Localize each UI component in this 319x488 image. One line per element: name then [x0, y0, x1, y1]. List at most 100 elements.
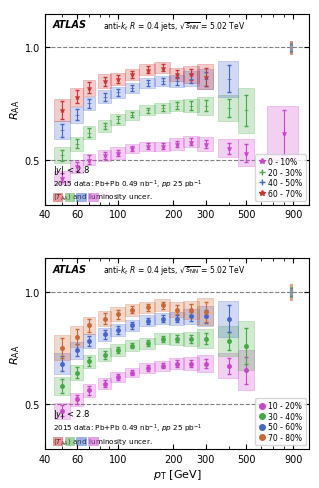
FancyBboxPatch shape — [169, 68, 184, 82]
FancyBboxPatch shape — [54, 171, 70, 185]
FancyBboxPatch shape — [125, 341, 139, 351]
FancyBboxPatch shape — [169, 101, 184, 112]
FancyBboxPatch shape — [110, 308, 125, 321]
FancyBboxPatch shape — [139, 106, 155, 116]
FancyBboxPatch shape — [238, 89, 254, 133]
FancyBboxPatch shape — [125, 320, 139, 331]
FancyBboxPatch shape — [98, 328, 111, 342]
FancyBboxPatch shape — [70, 108, 84, 123]
FancyBboxPatch shape — [139, 65, 155, 76]
FancyBboxPatch shape — [290, 44, 292, 53]
FancyBboxPatch shape — [54, 377, 70, 395]
FancyBboxPatch shape — [84, 155, 95, 166]
FancyBboxPatch shape — [197, 138, 213, 151]
FancyBboxPatch shape — [84, 385, 95, 397]
FancyBboxPatch shape — [169, 358, 184, 369]
FancyBboxPatch shape — [197, 65, 213, 90]
FancyBboxPatch shape — [139, 79, 155, 89]
FancyBboxPatch shape — [238, 350, 254, 391]
FancyBboxPatch shape — [84, 334, 95, 349]
FancyBboxPatch shape — [183, 100, 199, 113]
FancyBboxPatch shape — [54, 403, 70, 419]
FancyBboxPatch shape — [183, 301, 199, 319]
FancyBboxPatch shape — [70, 89, 84, 106]
FancyBboxPatch shape — [84, 355, 95, 368]
FancyBboxPatch shape — [54, 148, 70, 163]
FancyBboxPatch shape — [154, 334, 170, 345]
FancyBboxPatch shape — [54, 100, 70, 122]
FancyBboxPatch shape — [290, 289, 292, 295]
FancyBboxPatch shape — [197, 356, 213, 372]
FancyBboxPatch shape — [197, 330, 213, 348]
FancyBboxPatch shape — [70, 342, 84, 359]
FancyBboxPatch shape — [290, 287, 292, 297]
FancyBboxPatch shape — [197, 98, 213, 116]
FancyBboxPatch shape — [218, 140, 238, 158]
FancyBboxPatch shape — [110, 87, 125, 99]
FancyBboxPatch shape — [154, 313, 170, 325]
FancyBboxPatch shape — [169, 333, 184, 345]
FancyBboxPatch shape — [218, 301, 238, 337]
FancyBboxPatch shape — [54, 336, 70, 361]
FancyBboxPatch shape — [98, 150, 111, 162]
FancyBboxPatch shape — [183, 358, 199, 370]
Legend: 10 - 20%, 30 - 40%, 50 - 60%, 70 - 80%: 10 - 20%, 30 - 40%, 50 - 60%, 70 - 80% — [256, 399, 306, 445]
FancyBboxPatch shape — [139, 338, 155, 349]
FancyBboxPatch shape — [139, 316, 155, 327]
FancyBboxPatch shape — [290, 284, 292, 300]
FancyBboxPatch shape — [267, 106, 298, 161]
FancyBboxPatch shape — [70, 161, 84, 174]
FancyBboxPatch shape — [110, 345, 125, 356]
FancyBboxPatch shape — [70, 138, 84, 151]
FancyBboxPatch shape — [290, 288, 292, 296]
FancyBboxPatch shape — [70, 327, 84, 347]
FancyBboxPatch shape — [98, 75, 111, 89]
FancyBboxPatch shape — [238, 321, 254, 370]
FancyBboxPatch shape — [139, 364, 155, 373]
FancyBboxPatch shape — [125, 111, 139, 121]
FancyBboxPatch shape — [98, 378, 111, 389]
FancyBboxPatch shape — [169, 139, 184, 150]
FancyBboxPatch shape — [125, 304, 139, 316]
FancyBboxPatch shape — [53, 438, 62, 445]
FancyBboxPatch shape — [125, 144, 139, 154]
FancyBboxPatch shape — [125, 83, 139, 94]
Text: $|y|$ < 2.8: $|y|$ < 2.8 — [53, 407, 90, 420]
FancyBboxPatch shape — [70, 393, 84, 407]
FancyBboxPatch shape — [84, 317, 95, 334]
FancyBboxPatch shape — [84, 81, 95, 97]
FancyBboxPatch shape — [154, 300, 170, 311]
FancyBboxPatch shape — [139, 142, 155, 151]
FancyBboxPatch shape — [197, 70, 213, 90]
Text: $\langle T_{\rm AA}\rangle$ and luminosity uncer.: $\langle T_{\rm AA}\rangle$ and luminosi… — [53, 436, 152, 447]
FancyBboxPatch shape — [290, 45, 292, 52]
Text: $|y|$ < 2.8: $|y|$ < 2.8 — [53, 163, 90, 176]
FancyBboxPatch shape — [183, 309, 199, 324]
Text: $\langle T_{\rm AA}\rangle$ and luminosity uncer.: $\langle T_{\rm AA}\rangle$ and luminosi… — [53, 192, 152, 203]
Text: ATLAS: ATLAS — [53, 20, 86, 30]
FancyBboxPatch shape — [98, 91, 111, 104]
FancyBboxPatch shape — [64, 438, 74, 445]
FancyBboxPatch shape — [154, 77, 170, 87]
FancyBboxPatch shape — [197, 306, 213, 327]
FancyBboxPatch shape — [154, 104, 170, 114]
FancyBboxPatch shape — [88, 194, 98, 202]
FancyBboxPatch shape — [290, 41, 292, 55]
Text: anti-$k_t$ $R$ = 0.4 jets, $\sqrt{s_{\rm NN}}$ = 5.02 TeV: anti-$k_t$ $R$ = 0.4 jets, $\sqrt{s_{\rm… — [103, 20, 245, 34]
FancyBboxPatch shape — [183, 72, 199, 87]
FancyBboxPatch shape — [197, 299, 213, 325]
FancyBboxPatch shape — [110, 148, 125, 159]
X-axis label: $p_{\rm T}$ [GeV]: $p_{\rm T}$ [GeV] — [153, 467, 201, 481]
FancyBboxPatch shape — [154, 63, 170, 74]
FancyBboxPatch shape — [139, 302, 155, 314]
FancyBboxPatch shape — [54, 354, 70, 374]
Text: ATLAS: ATLAS — [53, 264, 86, 274]
FancyBboxPatch shape — [84, 98, 95, 111]
FancyBboxPatch shape — [125, 70, 139, 81]
FancyBboxPatch shape — [238, 140, 254, 167]
FancyBboxPatch shape — [183, 137, 199, 148]
Text: 2015 data: Pb+Pb 0.49 nb$^{-1}$, $pp$ 25 pb$^{-1}$: 2015 data: Pb+Pb 0.49 nb$^{-1}$, $pp$ 25… — [53, 422, 202, 435]
FancyBboxPatch shape — [98, 311, 111, 326]
Y-axis label: $R_{\rm AA}$: $R_{\rm AA}$ — [8, 100, 22, 120]
Y-axis label: $R_{\rm AA}$: $R_{\rm AA}$ — [8, 344, 22, 364]
